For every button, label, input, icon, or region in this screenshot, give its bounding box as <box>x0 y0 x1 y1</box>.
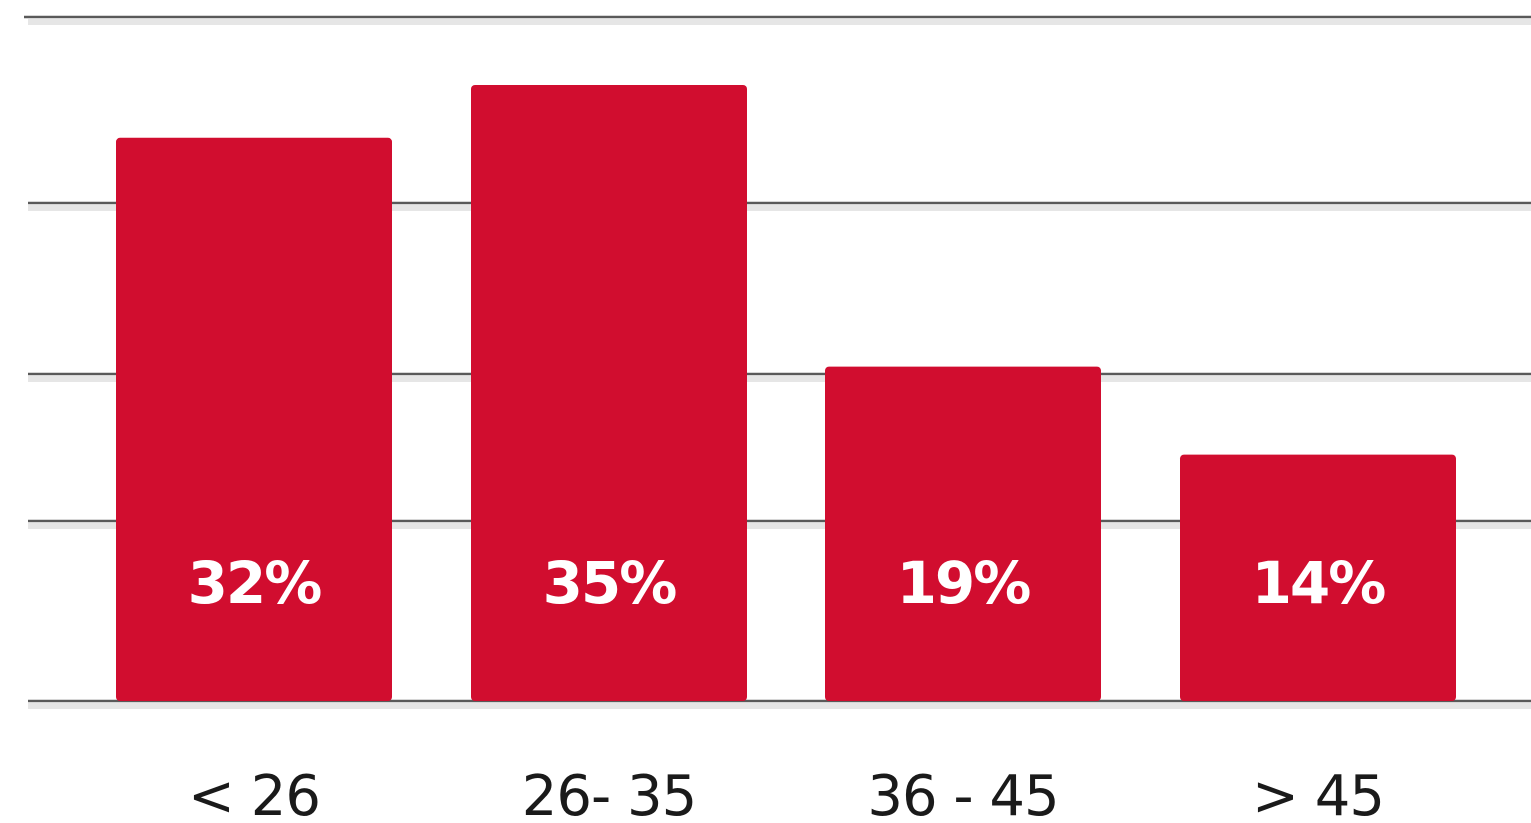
category-label-3: 36 - 45 <box>867 764 1058 823</box>
value-label-2: 35% <box>543 549 677 617</box>
category-label-2: 26- 35 <box>522 764 697 823</box>
value-label-4: 14% <box>1252 549 1386 617</box>
value-labels: 32% 35% 19% 14% <box>188 549 1388 617</box>
category-label-1: < 26 <box>188 764 320 823</box>
value-label-3: 19% <box>897 549 1031 617</box>
bar-1 <box>116 137 392 702</box>
value-label-1: 32% <box>188 549 322 617</box>
category-label-4: > 45 <box>1252 764 1384 823</box>
category-labels: < 26 26- 35 36 - 45 > 45 <box>188 764 1385 823</box>
bar-4 <box>1180 454 1456 701</box>
bar-2 <box>471 85 747 701</box>
bar-3 <box>825 366 1101 701</box>
bars <box>116 85 1456 702</box>
